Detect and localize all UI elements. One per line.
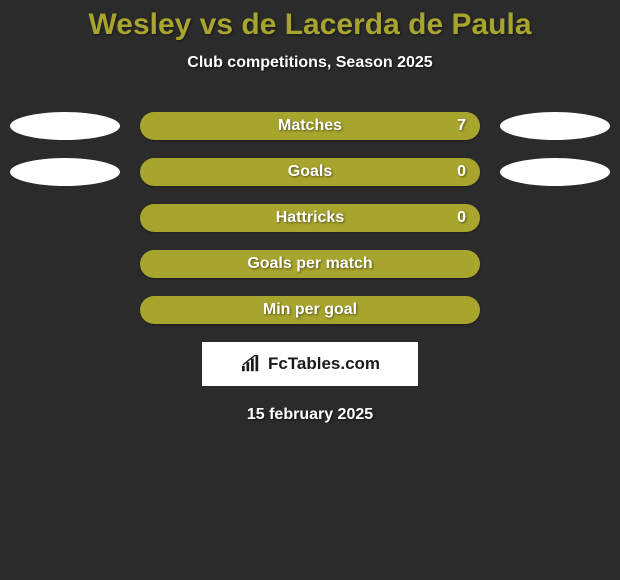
stat-value: 7 bbox=[457, 117, 466, 135]
stat-row: Goals per match bbox=[0, 250, 620, 278]
left-player-marker bbox=[10, 158, 120, 186]
logo-text: FcTables.com bbox=[268, 354, 380, 374]
page-title: Wesley vs de Lacerda de Paula bbox=[0, 8, 620, 42]
stat-row: Goals 0 bbox=[0, 158, 620, 186]
stat-label: Matches bbox=[278, 117, 342, 135]
stat-label: Hattricks bbox=[276, 209, 344, 227]
left-player-marker bbox=[10, 112, 120, 140]
stat-bar: Min per goal bbox=[140, 296, 480, 324]
stat-row: Matches 7 bbox=[0, 112, 620, 140]
right-player-marker bbox=[500, 112, 610, 140]
comparison-infographic: Wesley vs de Lacerda de Paula Club compe… bbox=[0, 0, 620, 424]
stat-value: 0 bbox=[457, 163, 466, 181]
stat-label: Goals per match bbox=[247, 255, 372, 273]
stat-label: Min per goal bbox=[263, 301, 357, 319]
stat-label: Goals bbox=[288, 163, 332, 181]
stat-bar: Goals 0 bbox=[140, 158, 480, 186]
stat-row: Hattricks 0 bbox=[0, 204, 620, 232]
date-label: 15 february 2025 bbox=[0, 406, 620, 424]
stat-bar: Matches 7 bbox=[140, 112, 480, 140]
source-logo: FcTables.com bbox=[202, 342, 418, 386]
stat-bar: Hattricks 0 bbox=[140, 204, 480, 232]
stat-rows: Matches 7 Goals 0 Hattricks 0 Goals per match M… bbox=[0, 112, 620, 324]
stat-row: Min per goal bbox=[0, 296, 620, 324]
stat-value: 0 bbox=[457, 209, 466, 227]
right-player-marker bbox=[500, 158, 610, 186]
subtitle: Club competitions, Season 2025 bbox=[0, 54, 620, 72]
stat-bar: Goals per match bbox=[140, 250, 480, 278]
bar-chart-icon bbox=[240, 355, 262, 373]
